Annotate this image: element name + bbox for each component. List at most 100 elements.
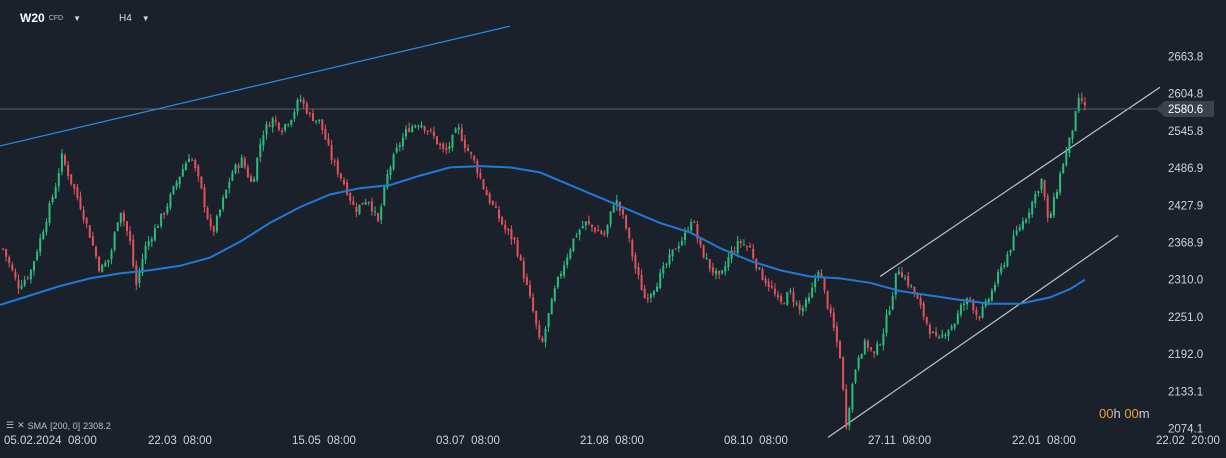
candle-body bbox=[727, 257, 730, 268]
candle-body bbox=[901, 272, 903, 278]
candle-body bbox=[346, 182, 349, 195]
candle-body bbox=[445, 148, 448, 151]
candle-body bbox=[597, 230, 600, 232]
candle-body bbox=[485, 189, 488, 196]
candle-body bbox=[104, 262, 107, 267]
menu-icon[interactable]: ☰ bbox=[6, 420, 15, 430]
candle-body bbox=[544, 328, 547, 343]
candle-body bbox=[321, 119, 324, 130]
current-price-tag bbox=[1156, 100, 1214, 117]
candle-body bbox=[39, 238, 42, 253]
candle-body bbox=[959, 304, 962, 315]
candle-body bbox=[578, 229, 581, 235]
candle-body bbox=[383, 186, 386, 206]
candle-body bbox=[60, 153, 63, 172]
candle-body bbox=[897, 271, 900, 275]
candle-body bbox=[169, 194, 172, 208]
candle-body bbox=[442, 143, 445, 150]
timer-minutes-unit: m bbox=[1138, 406, 1150, 421]
candle-body bbox=[1046, 196, 1049, 218]
candle-body bbox=[916, 293, 919, 299]
candle-body bbox=[721, 270, 724, 274]
candle-body bbox=[811, 287, 814, 298]
candle-body bbox=[1074, 111, 1077, 132]
candle-body bbox=[386, 173, 389, 188]
candle-body bbox=[33, 261, 35, 271]
candle-body bbox=[209, 218, 212, 227]
candle-body bbox=[733, 250, 736, 252]
symbol-selector[interactable]: W20 CFD ▼ bbox=[20, 10, 81, 26]
candle-body bbox=[380, 206, 383, 220]
candle-body bbox=[609, 211, 612, 225]
current-price-line: 2580.6 bbox=[0, 100, 1214, 117]
candle-body bbox=[894, 273, 897, 295]
candle-body bbox=[711, 267, 714, 273]
candle-body bbox=[724, 266, 727, 272]
drawing-trendline[interactable] bbox=[0, 25, 511, 147]
candle-body bbox=[693, 222, 696, 224]
candle-body bbox=[417, 125, 420, 127]
candle-body bbox=[603, 233, 606, 236]
candle-body bbox=[665, 264, 668, 266]
candle-body bbox=[215, 215, 218, 232]
candle-body bbox=[405, 129, 407, 137]
candle-body bbox=[801, 307, 804, 312]
candle-body bbox=[293, 112, 296, 119]
candle-body bbox=[70, 174, 73, 184]
symbol-caret-icon[interactable]: ▼ bbox=[73, 13, 81, 23]
drawing-channel-upper[interactable] bbox=[879, 86, 1161, 278]
candle-body bbox=[674, 248, 677, 250]
candle-body bbox=[783, 303, 786, 305]
candle-body bbox=[1009, 250, 1012, 253]
time-tick-label: 27.11 08:00 bbox=[868, 435, 931, 447]
time-tick-label: 03.07 08:00 bbox=[436, 435, 500, 447]
candle-body bbox=[699, 237, 702, 246]
candle-body bbox=[956, 313, 959, 324]
price-tick-label: 2604.8 bbox=[1168, 89, 1203, 101]
candle-body bbox=[188, 158, 190, 163]
candle-body bbox=[581, 226, 584, 229]
time-axis[interactable]: 05.02.2024 08:00 22.03 08:00 15.05 08:00 03… bbox=[4, 435, 1220, 447]
candle-body bbox=[76, 187, 79, 198]
candle-body bbox=[324, 128, 327, 140]
drawing-channel-lower[interactable] bbox=[827, 235, 1119, 438]
candle-body bbox=[498, 209, 500, 219]
candle-body bbox=[101, 264, 104, 273]
candle-body bbox=[891, 295, 894, 310]
price-tick-label: 2251.0 bbox=[1168, 312, 1203, 324]
candle-body bbox=[1083, 102, 1086, 106]
candle-body bbox=[240, 157, 243, 168]
candle-body bbox=[336, 160, 339, 175]
candle-body bbox=[5, 248, 8, 257]
candle-body bbox=[696, 224, 699, 239]
candle-body bbox=[950, 326, 953, 330]
candle-body bbox=[907, 275, 910, 286]
indicator-legend[interactable]: ☰ ✕ SMA [200, 0] 2308.2 bbox=[6, 420, 111, 431]
candle-body bbox=[370, 201, 373, 212]
candle-body bbox=[668, 254, 671, 265]
candle-body bbox=[866, 340, 869, 349]
timeframe-caret-icon[interactable]: ▼ bbox=[141, 13, 150, 23]
candle-body bbox=[116, 222, 119, 232]
candle-body bbox=[532, 297, 535, 312]
timeframe-value: H4 bbox=[119, 12, 132, 24]
candle-body bbox=[457, 127, 460, 130]
candle-body bbox=[1003, 265, 1006, 267]
candle-body bbox=[584, 221, 587, 226]
candle-body bbox=[594, 227, 597, 232]
candle-body bbox=[281, 130, 283, 133]
price-axis[interactable]: 2663.8 2604.8 2545.8 2486.9 2427.9 2368.9 2310… bbox=[1168, 52, 1203, 436]
time-tick-label: 05.02.2024 08:00 bbox=[4, 435, 97, 447]
candle-body bbox=[113, 232, 116, 250]
trendlines[interactable] bbox=[0, 25, 1161, 438]
candle-body bbox=[107, 259, 110, 263]
candle-countdown: 00h 00m bbox=[1099, 406, 1150, 421]
timeframe-selector[interactable]: H4 ▼ bbox=[119, 10, 150, 26]
candle-body bbox=[14, 271, 17, 278]
candle-body bbox=[225, 189, 228, 199]
candle-body bbox=[8, 257, 11, 264]
candle-body bbox=[504, 224, 507, 230]
close-icon[interactable]: ✕ bbox=[17, 420, 25, 430]
candle-body bbox=[566, 257, 569, 266]
